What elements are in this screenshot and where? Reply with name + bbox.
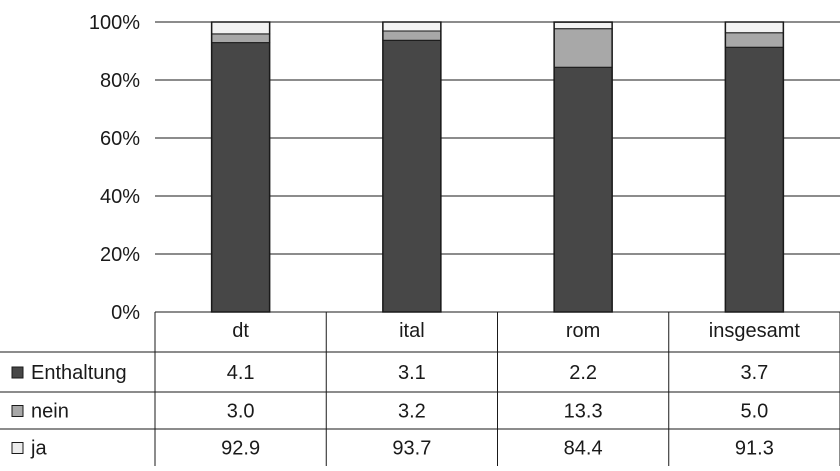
bar-segment-enthaltung-dt bbox=[211, 21, 271, 35]
legend-swatch-nein bbox=[11, 405, 24, 417]
bar-segment-nein-dt bbox=[211, 33, 271, 44]
table-cell-value: 4.1 bbox=[227, 362, 255, 384]
x-category-label: rom bbox=[566, 320, 600, 342]
bar-segment-enthaltung-insgesamt bbox=[724, 21, 784, 34]
y-tick-label: 20% bbox=[100, 244, 140, 266]
x-category-label: dt bbox=[232, 320, 249, 342]
table-cell-value: 92.9 bbox=[221, 438, 260, 460]
table-cell-value: 2.2 bbox=[569, 362, 597, 384]
legend-swatch-enthaltung bbox=[11, 366, 24, 379]
bar-outline-dt bbox=[210, 21, 271, 313]
legend-label: Enthaltung bbox=[31, 362, 127, 384]
legend-label: nein bbox=[31, 401, 69, 423]
table-cell-value: 3.7 bbox=[740, 362, 768, 384]
table-cell-value: 3.1 bbox=[398, 362, 426, 384]
y-axis: 0% 20% 40% 60% 80% 100% bbox=[89, 12, 140, 324]
table-cell-value: 93.7 bbox=[392, 438, 431, 460]
table-cell-value: 13.3 bbox=[564, 401, 603, 423]
bar-outline-ital bbox=[382, 21, 442, 313]
table-cell-value: 84.4 bbox=[564, 438, 603, 460]
table-cell-value: 3.0 bbox=[227, 401, 255, 423]
bar-outline-rom bbox=[553, 21, 613, 313]
bar-segment-ja-insgesamt bbox=[724, 46, 784, 313]
bar-segment-ja-rom bbox=[553, 66, 613, 313]
y-tick-label: 80% bbox=[100, 70, 140, 92]
bar-segment-ja-ital bbox=[382, 39, 442, 313]
y-tick-label: 40% bbox=[100, 186, 140, 208]
legend-label: ja bbox=[30, 438, 47, 460]
y-tick-label: 100% bbox=[89, 12, 140, 34]
bars-layer bbox=[210, 21, 785, 313]
bar-segment-nein-insgesamt bbox=[724, 32, 784, 48]
bar-segment-nein-ital bbox=[382, 30, 442, 41]
bar-segment-enthaltung-ital bbox=[382, 21, 442, 32]
bar-segment-ja-dt bbox=[211, 42, 271, 313]
bar-segment-enthaltung-rom bbox=[553, 21, 613, 30]
y-tick-label: 60% bbox=[100, 128, 140, 150]
bar-outline-insgesamt bbox=[724, 21, 785, 313]
data-table: dt ital rom insgesamt Enthaltung 4.1 3.1 2.2 3.7… bbox=[0, 312, 840, 466]
bar-segment-nein-rom bbox=[553, 28, 613, 68]
table-cell-value: 91.3 bbox=[735, 438, 774, 460]
table-cell-value: 3.2 bbox=[398, 401, 426, 423]
x-category-label: insgesamt bbox=[709, 320, 801, 342]
table-cell-value: 5.0 bbox=[740, 401, 768, 423]
y-tick-label: 0% bbox=[111, 302, 140, 324]
x-category-label: ital bbox=[399, 320, 425, 342]
legend-swatch-ja bbox=[11, 442, 24, 454]
